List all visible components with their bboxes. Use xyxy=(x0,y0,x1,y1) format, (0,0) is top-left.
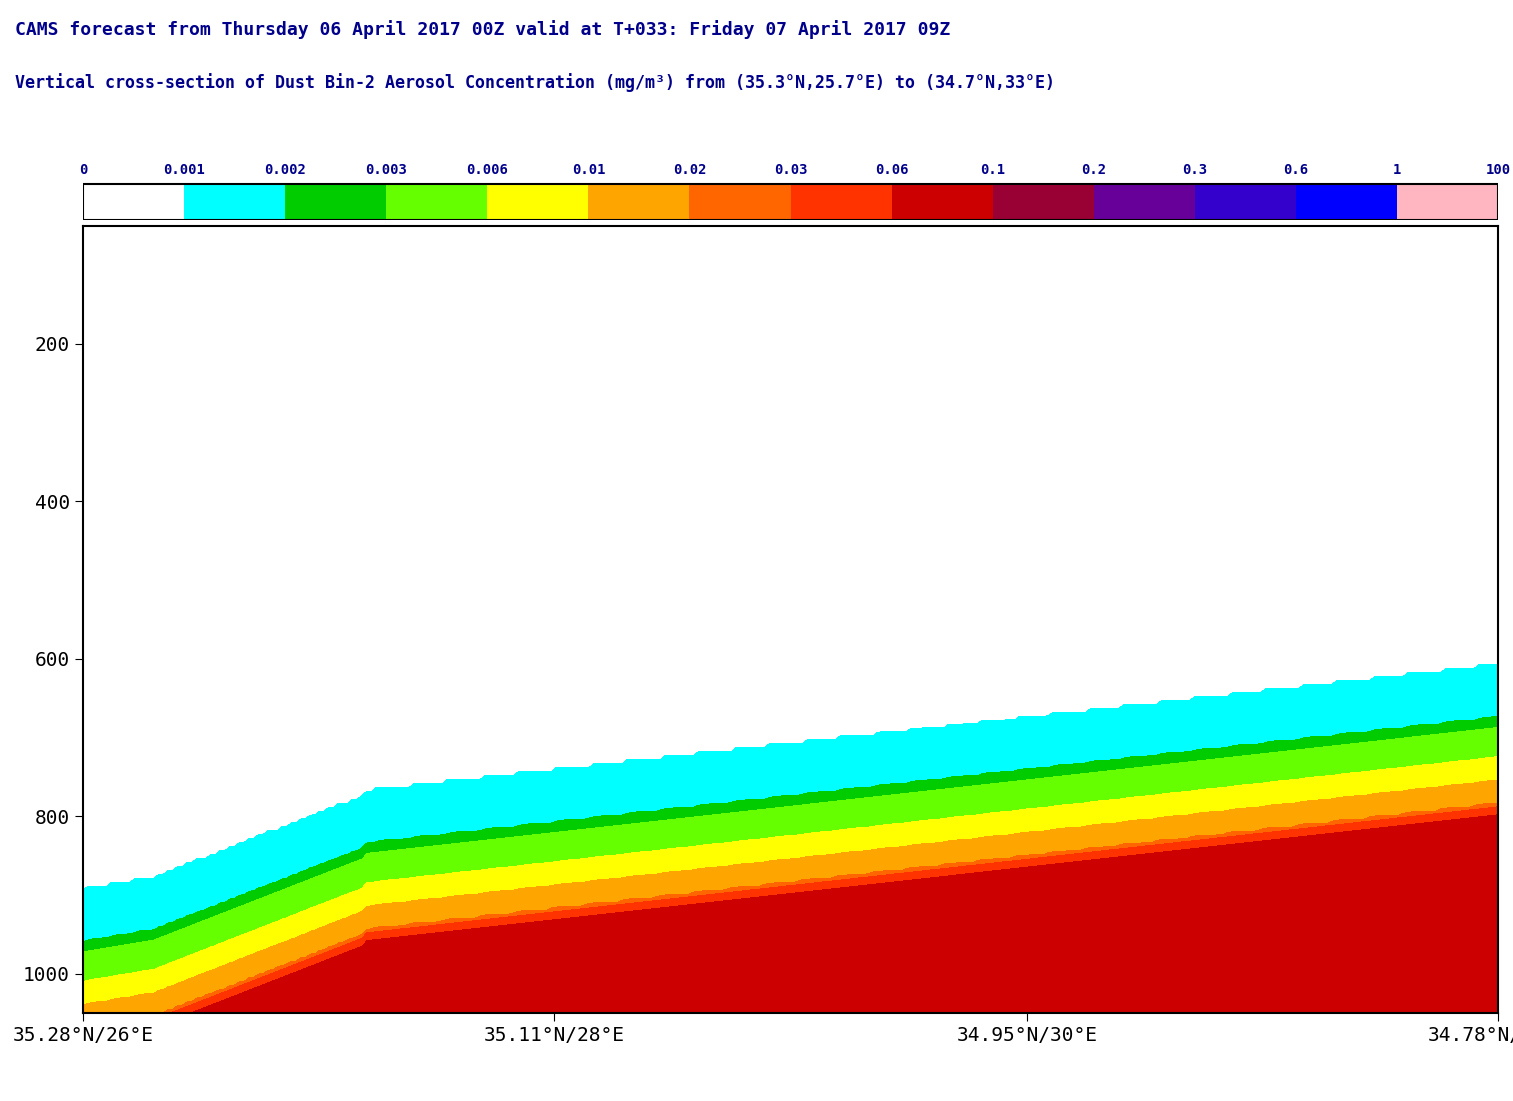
Text: 0.01: 0.01 xyxy=(572,163,605,177)
Bar xyxy=(690,185,791,220)
Bar xyxy=(1396,185,1498,220)
Bar xyxy=(790,185,891,220)
Text: 100: 100 xyxy=(1486,163,1510,177)
Text: 0.006: 0.006 xyxy=(466,163,508,177)
Text: 0.03: 0.03 xyxy=(773,163,808,177)
Bar xyxy=(386,185,487,220)
Bar xyxy=(487,185,589,220)
Bar xyxy=(1195,185,1295,220)
Bar xyxy=(185,185,286,220)
Bar xyxy=(1094,185,1195,220)
Bar xyxy=(993,185,1094,220)
Text: 0.002: 0.002 xyxy=(265,163,306,177)
Text: 0.2: 0.2 xyxy=(1082,163,1106,177)
Bar xyxy=(286,185,386,220)
Text: Vertical cross-section of Dust Bin-2 Aerosol Concentration (mg/m³) from (35.3°N,: Vertical cross-section of Dust Bin-2 Aer… xyxy=(15,73,1055,91)
Text: 0.1: 0.1 xyxy=(980,163,1005,177)
Bar xyxy=(891,185,993,220)
Bar xyxy=(83,185,1498,220)
Bar xyxy=(589,185,690,220)
Text: 0.003: 0.003 xyxy=(366,163,407,177)
Bar xyxy=(83,185,185,220)
Text: CAMS forecast from Thursday 06 April 2017 00Z valid at T+033: Friday 07 April 20: CAMS forecast from Thursday 06 April 201… xyxy=(15,20,950,39)
Text: 0: 0 xyxy=(79,163,88,177)
Text: 0.6: 0.6 xyxy=(1283,163,1309,177)
Text: 0.02: 0.02 xyxy=(673,163,707,177)
Text: 0.3: 0.3 xyxy=(1182,163,1207,177)
Text: 1: 1 xyxy=(1392,163,1401,177)
Bar xyxy=(1295,185,1396,220)
Text: 0.001: 0.001 xyxy=(163,163,206,177)
Text: 0.06: 0.06 xyxy=(875,163,908,177)
